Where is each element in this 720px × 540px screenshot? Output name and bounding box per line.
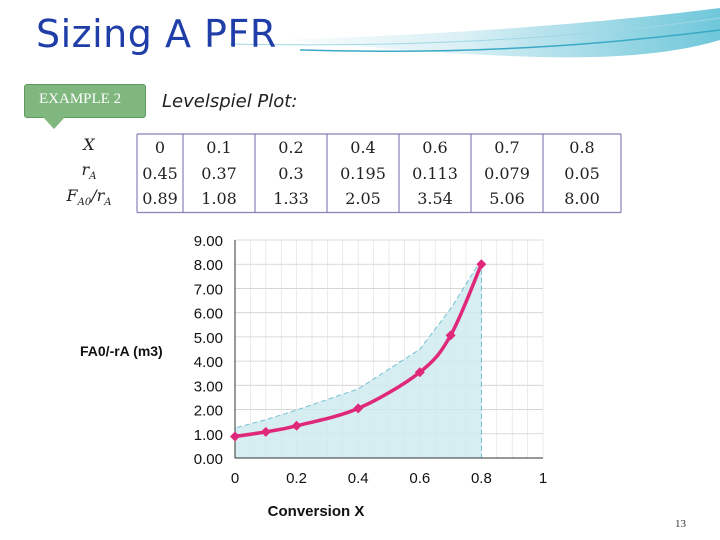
y-tick-label: 8.00	[194, 257, 223, 274]
x-tick-label: 0	[231, 470, 239, 487]
table-cell-f-6: 8.00	[564, 189, 600, 208]
row-label-f-sub: A0	[77, 197, 92, 209]
y-tick-label: 5.00	[194, 330, 223, 347]
table-cell-r-5: 0.079	[484, 163, 530, 183]
table-cell-x-3: 0.4	[350, 138, 376, 157]
header-swoosh	[229, 0, 720, 58]
y-tick-label: 4.00	[194, 354, 223, 371]
data-point-3	[353, 403, 364, 414]
table-cell-x-5: 0.7	[494, 138, 520, 157]
table-cell-r-3: 0.195	[340, 163, 386, 183]
row-label-ra: rA	[46, 160, 132, 182]
x-tick-label: 0.6	[409, 470, 430, 487]
table-cell-r-4: 0.113	[412, 163, 458, 183]
y-tick-label: 3.00	[194, 378, 223, 395]
table-cell-x-2: 0.2	[278, 138, 304, 157]
example-badge: EXAMPLE 2	[24, 84, 146, 129]
example-badge-label: EXAMPLE 2	[39, 91, 122, 107]
x-tick-label: 0.8	[471, 470, 492, 487]
data-point-1	[260, 426, 271, 437]
table-cell-x-1: 0.1	[206, 138, 232, 157]
y-tick-label: 9.00	[194, 233, 223, 250]
row-label-slash-r-sub: A	[104, 197, 112, 209]
row-label-r: r	[81, 160, 90, 179]
table-cell-r-0: 0.45	[142, 163, 178, 183]
row-label-fa0-ra: FA0/rA	[46, 186, 132, 208]
y-tick-label: 2.00	[194, 403, 223, 420]
table-cell-r-6: 0.05	[564, 163, 600, 183]
table-cell-x-0: 0	[154, 138, 166, 157]
data-point-5	[445, 330, 456, 341]
table-cell-x-4: 0.6	[422, 138, 448, 157]
x-tick-label: 0.4	[348, 470, 369, 487]
row-label-r-sub: A	[89, 171, 97, 183]
table-cell-f-3: 2.05	[345, 189, 381, 208]
y-tick-label: 0.00	[194, 451, 223, 468]
x-axis-title: Conversion X	[268, 503, 365, 520]
data-point-2	[291, 420, 302, 431]
data-point-0	[230, 431, 240, 442]
y-axis-title: FA0/-rA (m3)	[80, 343, 163, 359]
row-label-f: F	[66, 186, 78, 205]
table-cell-r-1: 0.37	[201, 163, 237, 183]
plot-subtitle: Levelspiel Plot:	[162, 91, 298, 112]
x-tick-label: 0.2	[286, 470, 307, 487]
integral-area	[234, 257, 482, 459]
data-point-6	[476, 259, 487, 270]
table-cell-x-6: 0.8	[569, 138, 595, 157]
data-point-4	[414, 367, 425, 378]
table-cell-f-2: 1.33	[273, 189, 309, 208]
table-cell-f-5: 5.06	[489, 189, 525, 208]
table-cell-f-0: 0.89	[142, 189, 178, 208]
y-tick-label: 1.00	[194, 427, 223, 444]
y-tick-label: 6.00	[194, 306, 223, 323]
slide-number: 13	[675, 518, 686, 530]
slide-title: Sizing A PFR	[36, 12, 277, 56]
table-cell-f-1: 1.08	[201, 189, 237, 208]
x-tick-label: 1	[539, 470, 547, 487]
y-tick-label: 7.00	[194, 281, 223, 298]
table-borders	[136, 133, 622, 214]
table-cell-r-2: 0.3	[278, 163, 304, 183]
row-label-x: X	[83, 135, 95, 154]
row-label-slash-r: /r	[91, 186, 105, 205]
table-cell-f-4: 3.54	[417, 189, 453, 208]
